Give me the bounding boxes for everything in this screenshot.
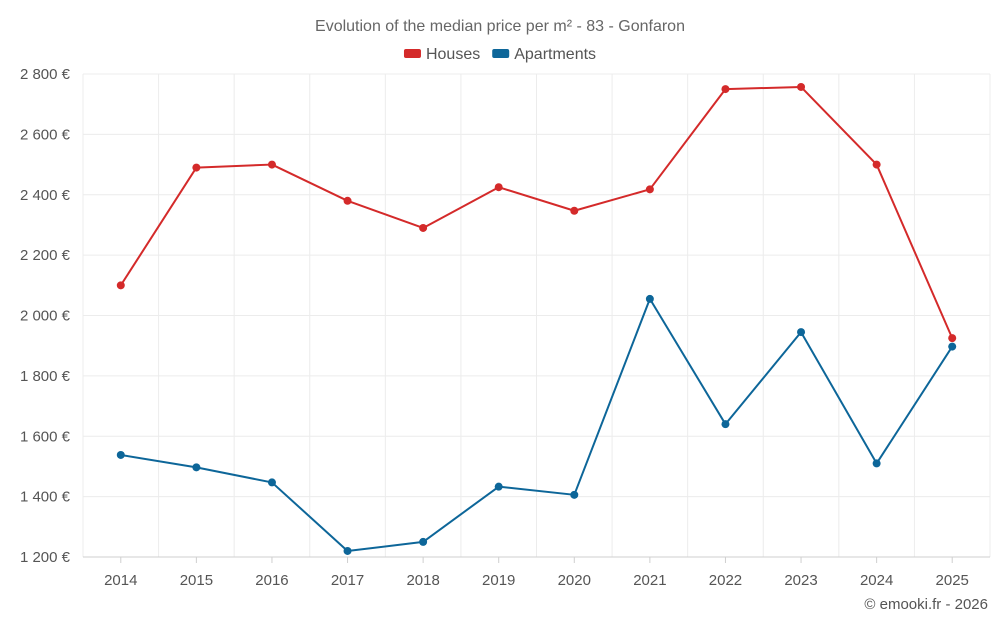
data-point-apartments[interactable]	[645, 294, 654, 303]
data-point-houses[interactable]	[192, 163, 201, 172]
y-tick-label: 2 000 €	[20, 308, 71, 325]
series-line-apartments	[120, 297, 954, 552]
x-tick-label: 2018	[406, 572, 439, 589]
legend: Houses Apartments	[403, 46, 596, 63]
legend-swatch	[492, 49, 510, 58]
x-tick-label: 2014	[104, 572, 137, 589]
data-point-apartments[interactable]	[419, 537, 428, 546]
x-tick-label: 2025	[936, 572, 969, 589]
y-tick-label: 2 600 €	[20, 126, 71, 143]
data-point-houses[interactable]	[570, 206, 579, 215]
series-line-houses	[119, 85, 954, 339]
x-tick-label: 2024	[860, 572, 893, 589]
data-point-apartments[interactable]	[267, 478, 276, 487]
y-tick-label: 1 400 €	[20, 489, 71, 506]
data-point-apartments[interactable]	[948, 342, 957, 351]
data-point-apartments[interactable]	[872, 459, 881, 468]
data-point-houses[interactable]	[343, 196, 352, 205]
chart-title: Evolution of the median price per m² - 8…	[315, 18, 685, 35]
y-tick-label: 2 200 €	[20, 247, 71, 264]
x-tick-label: 2015	[180, 572, 213, 589]
y-axis: 1 200 € 1 400 € 1 600 € 1 800 € 2 000 € 2 200…	[20, 66, 71, 566]
x-tick-label: 2019	[482, 572, 515, 589]
x-axis: 2014 2015 2016 2017 2018 2019 2020 2021 2022 2023…	[83, 556, 990, 589]
data-point-apartments[interactable]	[721, 420, 730, 429]
data-point-houses[interactable]	[797, 82, 806, 91]
legend-label: Houses	[426, 46, 480, 63]
x-tick-label: 2017	[331, 572, 364, 589]
data-point-houses[interactable]	[721, 85, 730, 94]
legend-item-apartments[interactable]: Apartments	[492, 46, 596, 63]
y-tick-label: 1 200 €	[20, 549, 71, 566]
data-point-houses[interactable]	[645, 185, 654, 194]
grid	[82, 73, 991, 558]
y-tick-label: 2 800 €	[20, 66, 71, 83]
x-tick-label: 2023	[784, 572, 817, 589]
y-tick-label: 1 600 €	[20, 428, 71, 445]
legend-swatch	[403, 49, 421, 58]
x-tick-label: 2022	[709, 572, 742, 589]
x-tick-label: 2021	[633, 572, 666, 589]
data-point-apartments[interactable]	[116, 450, 125, 459]
data-point-houses[interactable]	[116, 281, 125, 290]
data-point-apartments[interactable]	[797, 328, 806, 337]
data-point-houses[interactable]	[948, 334, 957, 343]
credit-text: © emooki.fr - 2026	[864, 596, 988, 613]
x-tick-label: 2016	[255, 572, 288, 589]
data-point-houses[interactable]	[267, 160, 276, 169]
data-point-apartments[interactable]	[343, 546, 352, 555]
legend-label: Apartments	[514, 46, 596, 63]
y-tick-label: 2 400 €	[20, 187, 71, 204]
x-tick-label: 2020	[558, 572, 591, 589]
data-point-houses[interactable]	[419, 223, 428, 232]
data-point-apartments[interactable]	[494, 482, 503, 491]
data-point-apartments[interactable]	[570, 490, 579, 499]
series-group	[116, 82, 957, 555]
data-point-apartments[interactable]	[192, 463, 201, 472]
y-tick-label: 1 800 €	[20, 368, 71, 385]
legend-item-houses[interactable]: Houses	[403, 46, 480, 63]
data-point-houses[interactable]	[494, 183, 503, 192]
data-point-houses[interactable]	[872, 160, 881, 169]
